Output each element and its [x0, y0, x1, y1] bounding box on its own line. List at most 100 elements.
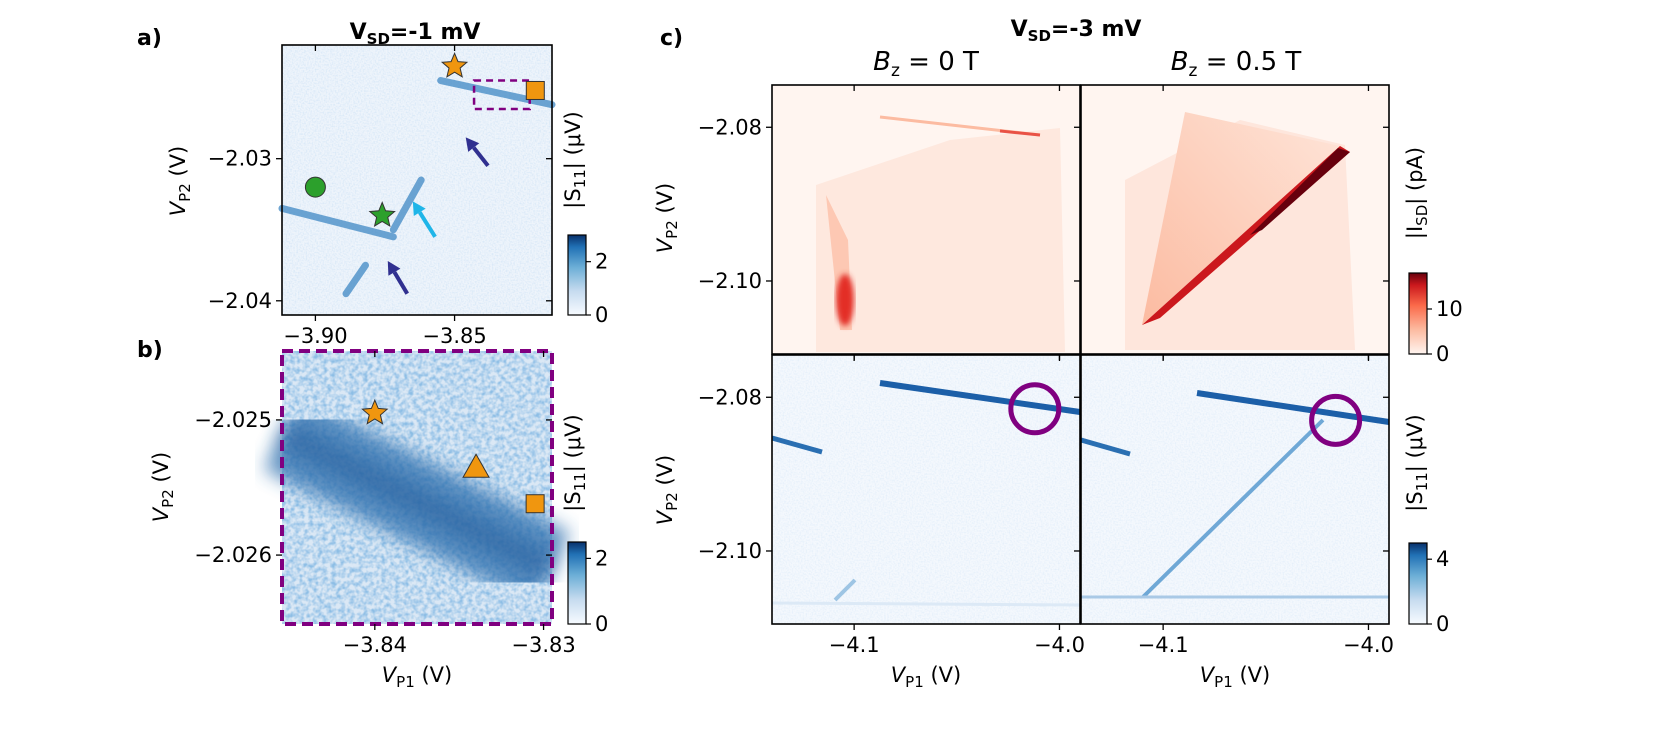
panel-b-colorbar-gradient — [567, 541, 587, 625]
panel-a-ytick-label-1: −2.04 — [208, 289, 272, 313]
panel-c-current-colorbar-gradient — [1408, 272, 1428, 355]
panel-c-ylabel-bottom: VP2 (V) — [653, 455, 681, 525]
panel-c-current-b05 — [1080, 84, 1390, 355]
panel-c-xlabel-right-sub: P1 — [1214, 673, 1233, 691]
panel-c-br-left-line — [1080, 437, 1131, 457]
panel-a-feature-line-1 — [389, 176, 425, 234]
panel-c-xlabel-left: VP1 (V) — [891, 663, 961, 691]
panel-c-col1-title-main: B — [1171, 47, 1189, 77]
panel-a-feature-line-2 — [342, 261, 370, 298]
panel-a-ylabel: VP2 (V) — [166, 146, 194, 216]
panel-c-s11-cb-tick-label-0: 0 — [1436, 612, 1449, 636]
panel-a-colorbar-gradient — [567, 234, 587, 316]
panel-c-title-main: V — [1011, 17, 1028, 42]
panel-b-markers — [361, 398, 545, 514]
panel-b-marker-star-0 — [361, 398, 389, 425]
panel-a-marker-circle-2 — [304, 176, 326, 198]
panel-b-feature-core-0 — [275, 420, 559, 582]
panel-a-xtick-label-1: −3.85 — [422, 324, 486, 348]
panel-c-tl-frame — [771, 84, 1081, 355]
panel-c-r1c0-xtick-label-0: −4.1 — [829, 633, 880, 657]
panel-c-tl-hotspot — [836, 274, 854, 326]
panel-c-ylabel-top-sub: P2 — [663, 220, 681, 239]
panel-c-col1-title-rest: = 0.5 T — [1197, 47, 1301, 77]
panel-a-inset-box — [472, 79, 531, 111]
panel-c-ylabel-bottom-main: V — [653, 509, 677, 525]
panel-c-ylabel-bottom-unit: (V) — [653, 455, 677, 492]
panel-c-title: VSD=-3 mV — [1011, 17, 1142, 45]
panel-c-ylabel-bottom-sub: P2 — [663, 492, 681, 511]
panel-c-cb0-label-sub: SD — [1413, 205, 1431, 226]
panel-a-feature-line-3 — [437, 77, 556, 109]
panel-b-xlabel: VP1 (V) — [382, 663, 452, 691]
panel-a-marker-star-3 — [368, 201, 396, 228]
panel-b: b) −3.84 −3.83 −2.025−2.026 VP1 (V) VP2 (… — [137, 338, 608, 691]
panel-b-xlabel-unit: (V) — [415, 663, 452, 687]
panel-c-col0-title-main: B — [873, 47, 891, 77]
panel-c-tl-fan — [816, 128, 1065, 352]
panel-c-r1c0-xtick-label-1: −4.0 — [1034, 633, 1085, 657]
panel-a-colorbar-label: |S11| (μV) — [561, 111, 589, 208]
panel-c-tr-edge-dark — [1250, 148, 1350, 235]
panel-b-cb-tick-label-1: 2 — [595, 546, 608, 570]
panel-a: a) VSD=-1 mV −3.90 −3.85 −2.03−2.04 VP2 (… — [137, 20, 608, 348]
panel-a-ylabel-main: V — [166, 200, 190, 216]
panel-c-bl-bottom-spot — [833, 578, 857, 602]
panel-b-heatmap — [263, 349, 571, 626]
panel-c-r0-ytick-label-1: −2.10 — [698, 269, 762, 293]
panel-c-col1-title: Bz = 0.5 T — [1171, 47, 1302, 81]
panel-c-r1-ytick-label-0: −2.08 — [698, 385, 762, 409]
panel-c-xlabel-right: VP1 (V) — [1200, 663, 1270, 691]
panel-c-title-sub: SD — [1028, 27, 1051, 45]
panel-c-yticks: −2.08 −2.10 −2.08 −2.10 — [698, 115, 1389, 563]
panel-a-title-sub: SD — [367, 30, 390, 48]
panel-a-cb-tick-label-1: 2 — [595, 250, 608, 274]
panel-b-yticks: −2.025 −2.026 — [194, 408, 552, 567]
panel-b-colorbar: 0 2 |S11| (μV) — [561, 414, 608, 636]
panel-b-marker-square-2 — [525, 494, 545, 514]
panel-b-cb-label-rest: | (μV) — [561, 414, 586, 472]
panel-c-col1-title-sub: z — [1189, 61, 1198, 81]
panel-c-col0-title-rest: = 0 T — [900, 47, 979, 77]
panel-b-xlabel-main: V — [382, 663, 398, 687]
panel-b-ylabel-main: V — [149, 506, 173, 522]
panel-a-colorbar: 02 |S11| (μV) — [561, 111, 608, 327]
panel-c-col0-title-sub: z — [891, 61, 900, 81]
panel-c-tr-fan — [1142, 112, 1340, 325]
panel-a-title-main: V — [350, 20, 367, 45]
panel-b-xtick-label-0: −3.84 — [343, 633, 407, 657]
panel-c: c) VSD=-3 mV Bz = 0 T Bz = 0.5 T — [653, 17, 1463, 691]
panel-c-s11-cb-tick-label-1: 4 — [1436, 547, 1449, 571]
panel-a-features — [278, 77, 556, 298]
panel-b-cb-label-sub: 11 — [571, 472, 589, 491]
panel-c-s11-colorbar: 04 |S11| (μV) — [1403, 414, 1449, 636]
panel-a-frame — [281, 44, 553, 316]
panel-c-ylabel-top-unit: (V) — [653, 183, 677, 220]
panel-a-heatmap — [278, 44, 556, 316]
panel-a-title: VSD=-1 mV — [350, 20, 481, 48]
panel-b-label: b) — [137, 338, 163, 363]
panel-a-title-rest: =-1 mV — [390, 20, 480, 45]
panel-c-s11-b0 — [771, 354, 1081, 625]
panel-a-ylabel-sub: P2 — [176, 183, 194, 202]
panel-b-features — [263, 397, 571, 605]
panel-a-cb-label-sub: 11 — [571, 169, 589, 188]
panel-a-feature-line-0 — [278, 204, 397, 241]
panel-b-cb-tick-label-0: 0 — [595, 612, 608, 636]
panel-c-r1-ytick-label-1: −2.10 — [698, 539, 762, 563]
panel-c-r0-ytick-label-0: −2.08 — [698, 115, 762, 139]
panel-c-xlabel-left-unit: (V) — [924, 663, 961, 687]
panel-c-s11-colorbar-ticks: 04 — [1427, 547, 1449, 636]
panel-b-ylabel-unit: (V) — [149, 452, 173, 489]
panel-c-tl-upper-hot — [999, 129, 1041, 137]
panel-c-br-frame — [1080, 354, 1390, 625]
panel-b-cb-label-main: |S — [561, 491, 586, 511]
panel-c-cb1-label-sub: 11 — [1413, 472, 1431, 491]
panel-a-marker-square-1 — [525, 80, 545, 100]
panel-b-ytick-label-0: −2.025 — [194, 408, 272, 432]
panel-a-arrow-shaft-2 — [392, 271, 409, 295]
panel-b-ylabel: VP2 (V) — [149, 452, 177, 522]
panel-a-colorbar-ticks: 02 — [586, 250, 608, 327]
panel-c-s11-colorbar-label: |S11| (μV) — [1403, 414, 1431, 511]
panel-c-xticks: −4.1 −4.0 −4.1 −4.0 — [829, 85, 1394, 657]
